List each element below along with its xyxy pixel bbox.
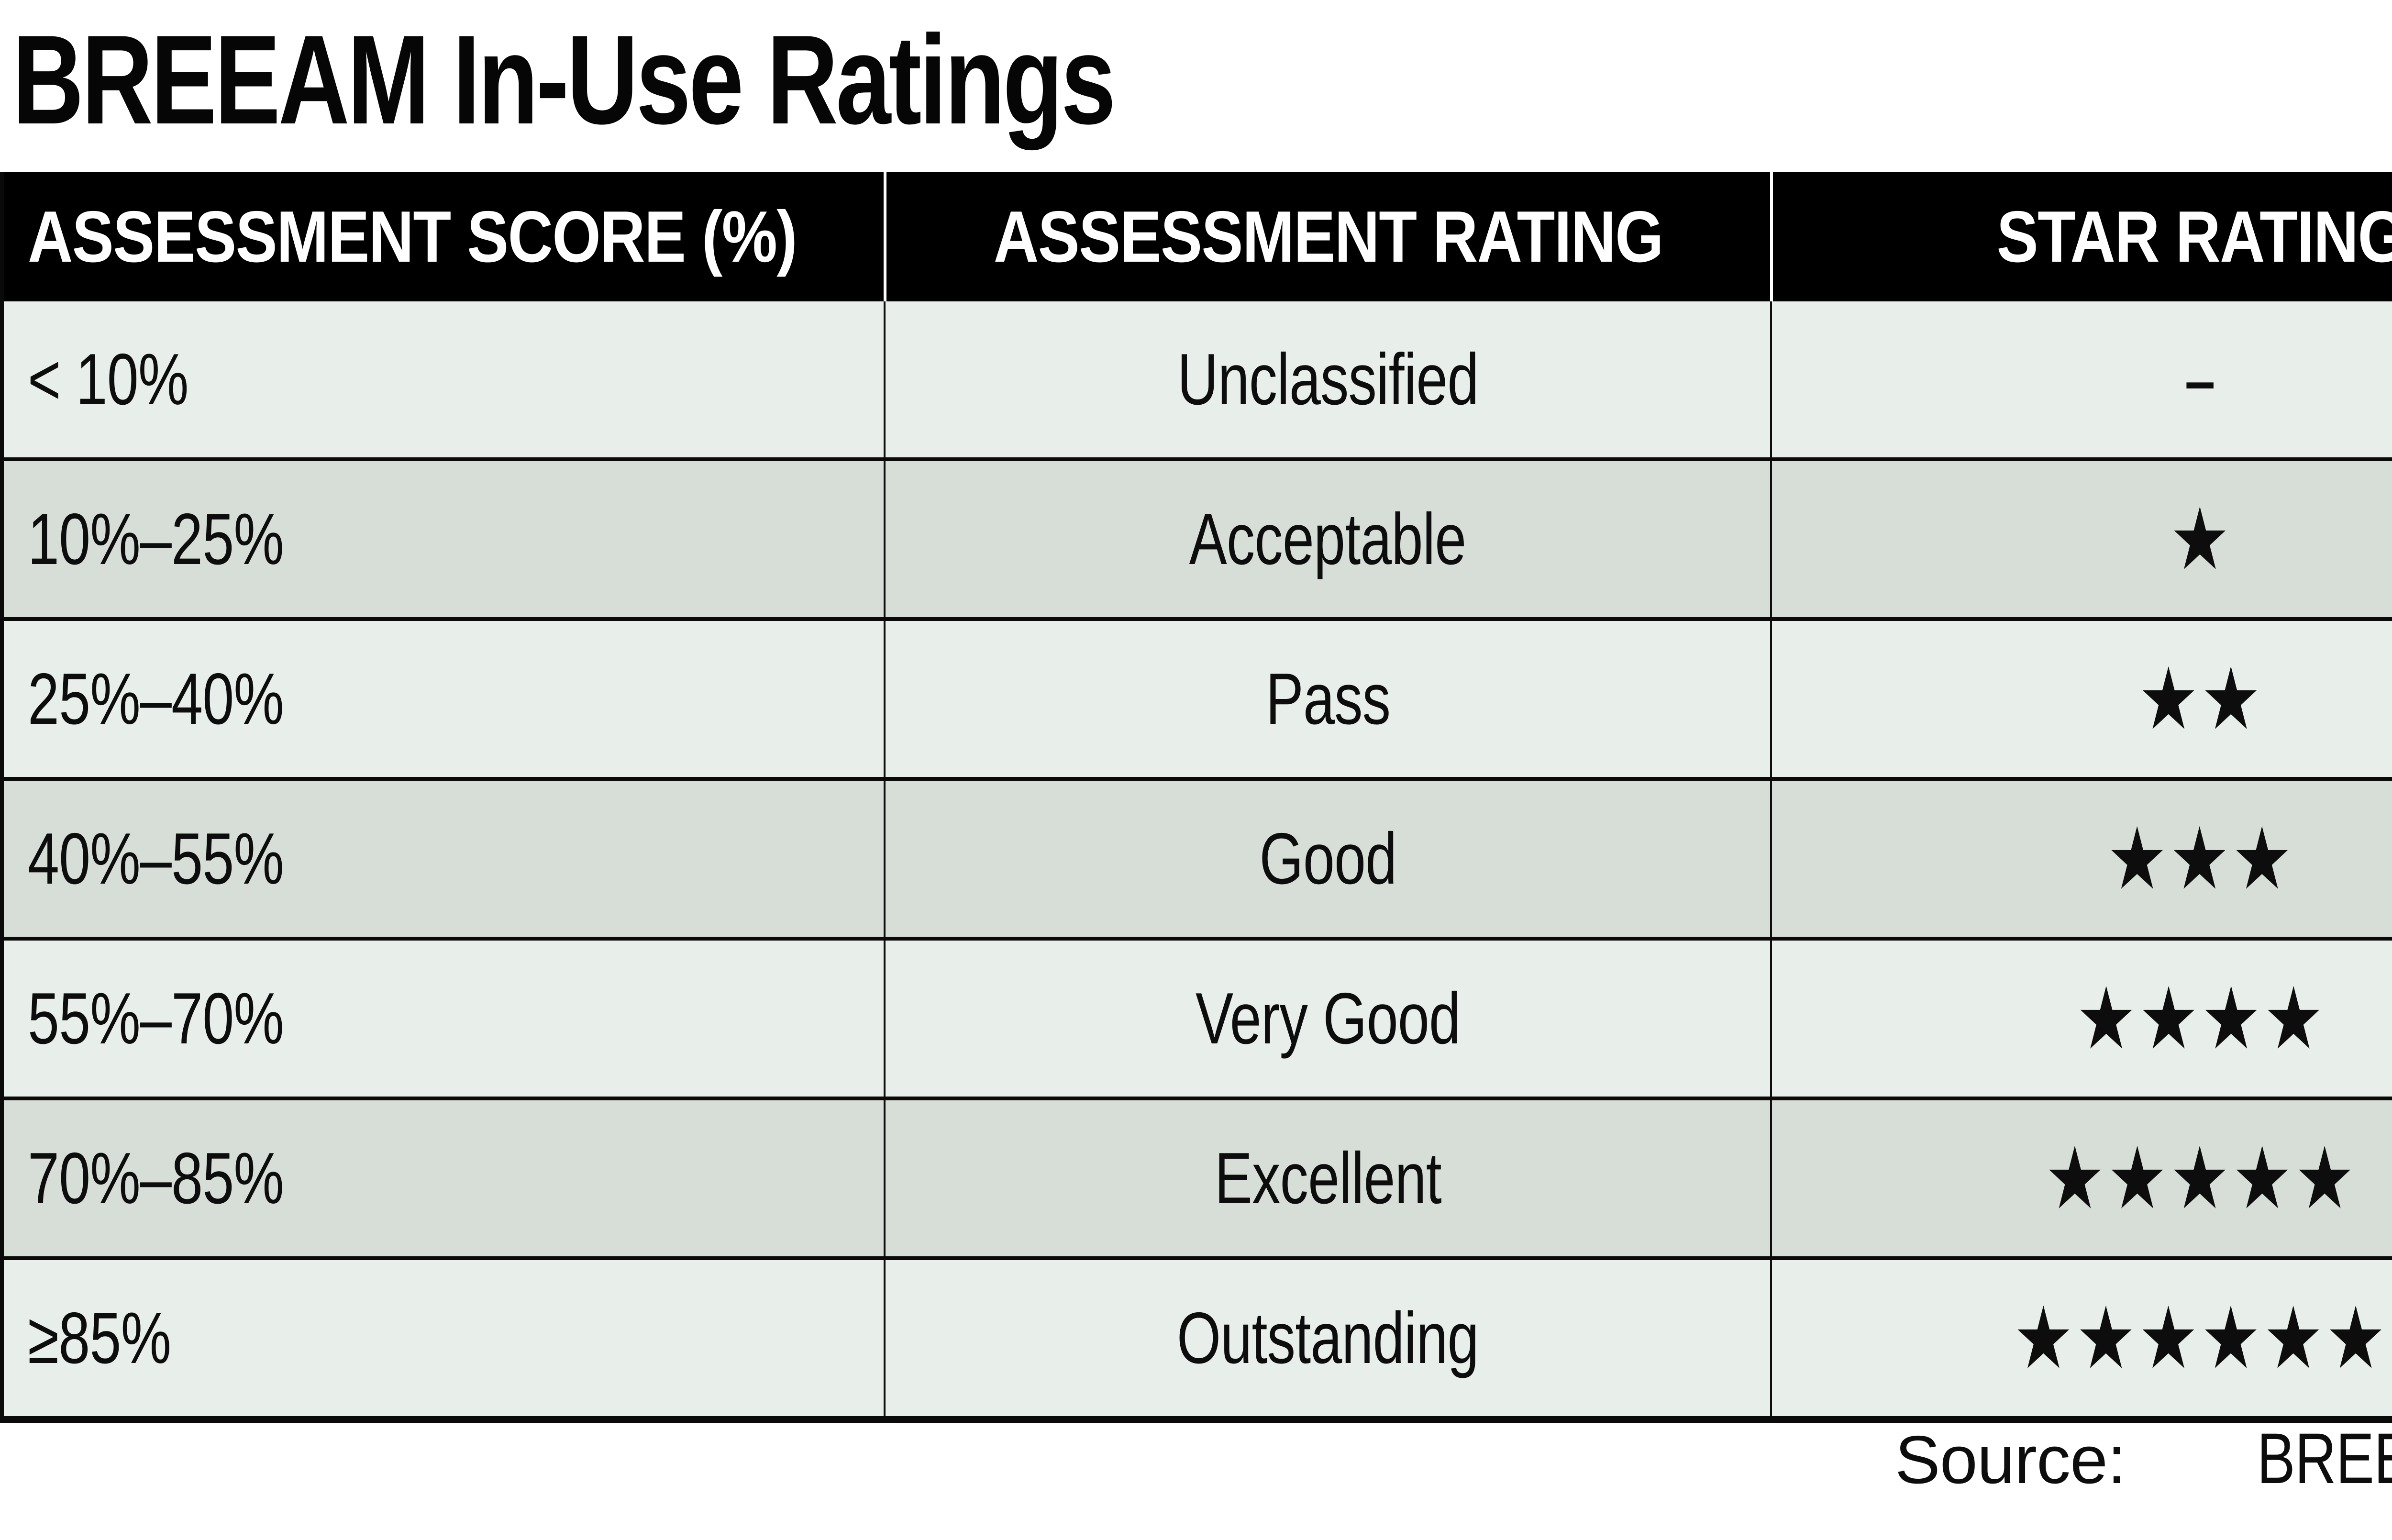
rating-value: Acceptable [1189, 498, 1467, 580]
stars-cell: ★★★★★★ [1770, 1260, 2392, 1416]
stars-cell: ★ [1770, 461, 2392, 617]
table-row-unclassified: < 10% Unclassified – [4, 301, 2392, 457]
table-row-outstanding: ≥85% Outstanding ★★★★★★ [4, 1256, 2392, 1416]
table-row-acceptable: 10%–25% Acceptable ★ [4, 457, 2392, 617]
star-glyphs: ★ [2170, 489, 2232, 589]
score-value: 40%–55% [28, 818, 284, 899]
header-label: ASSESSMENT SCORE (%) [28, 196, 797, 277]
score-cell: ≥85% [4, 1260, 884, 1416]
header-cell-assessment-score: ASSESSMENT SCORE (%) [4, 172, 884, 301]
score-cell: 55%–70% [4, 941, 884, 1097]
stars-cell: ★★★★★ [1770, 1100, 2392, 1256]
stars-cell: ★★ [1770, 621, 2392, 777]
score-value: 55%–70% [28, 977, 284, 1059]
page-title: BREEAM In-Use Ratings [12, 9, 1116, 151]
rating-cell: Excellent [884, 1100, 1770, 1256]
rating-value: Very Good [1195, 977, 1461, 1059]
rating-cell: Very Good [884, 941, 1770, 1097]
source-label: Source: [1895, 1422, 2126, 1498]
rating-value: Unclassified [1177, 338, 1479, 420]
rating-cell: Unclassified [884, 301, 1770, 457]
rating-value: Pass [1265, 658, 1390, 740]
rating-value: Outstanding [1177, 1297, 1479, 1379]
rating-cell: Good [884, 781, 1770, 937]
table-header-row: ASSESSMENT SCORE (%) ASSESSMENT RATING S… [4, 172, 2392, 301]
score-cell: 10%–25% [4, 461, 884, 617]
score-cell: 70%–85% [4, 1100, 884, 1256]
rating-value: Good [1259, 818, 1397, 899]
source-attribution: Source: BREEAM USA [1895, 1417, 2392, 1500]
rating-cell: Pass [884, 621, 1770, 777]
star-glyphs: ★★★★★★ [2013, 1288, 2389, 1388]
score-value: 25%–40% [28, 658, 284, 740]
score-value: < 10% [28, 338, 188, 420]
header-cell-star-rating: STAR RATING [1770, 172, 2392, 301]
table-row-very-good: 55%–70% Very Good ★★★★ [4, 937, 2392, 1097]
table-row-pass: 25%–40% Pass ★★ [4, 617, 2392, 777]
ratings-table: ASSESSMENT SCORE (%) ASSESSMENT RATING S… [0, 172, 2392, 1423]
score-value: 70%–85% [28, 1137, 284, 1219]
rating-cell: Outstanding [884, 1260, 1770, 1416]
star-glyphs: ★★ [2138, 649, 2264, 749]
table-row-excellent: 70%–85% Excellent ★★★★★ [4, 1097, 2392, 1256]
header-cell-assessment-rating: ASSESSMENT RATING [884, 172, 1770, 301]
rating-value: Excellent [1214, 1137, 1441, 1219]
star-glyphs: ★★★★ [2076, 968, 2326, 1069]
source-value: BREEAM USA [2257, 1418, 2392, 1498]
header-label: ASSESSMENT RATING [993, 196, 1664, 277]
star-glyphs: ★★★★★ [2045, 1128, 2357, 1229]
star-glyphs: ★★★ [2107, 809, 2295, 909]
score-cell: 25%–40% [4, 621, 884, 777]
score-cell: < 10% [4, 301, 884, 457]
stars-cell: ★★★ [1770, 781, 2392, 937]
score-cell: 40%–55% [4, 781, 884, 937]
star-glyphs: – [2183, 329, 2219, 430]
stars-cell: ★★★★ [1770, 941, 2392, 1097]
score-value: ≥85% [28, 1297, 171, 1379]
stars-cell: – [1770, 301, 2392, 457]
score-value: 10%–25% [28, 498, 284, 580]
rating-cell: Acceptable [884, 461, 1770, 617]
table-row-good: 40%–55% Good ★★★ [4, 777, 2392, 937]
header-label: STAR RATING [1997, 196, 2392, 277]
